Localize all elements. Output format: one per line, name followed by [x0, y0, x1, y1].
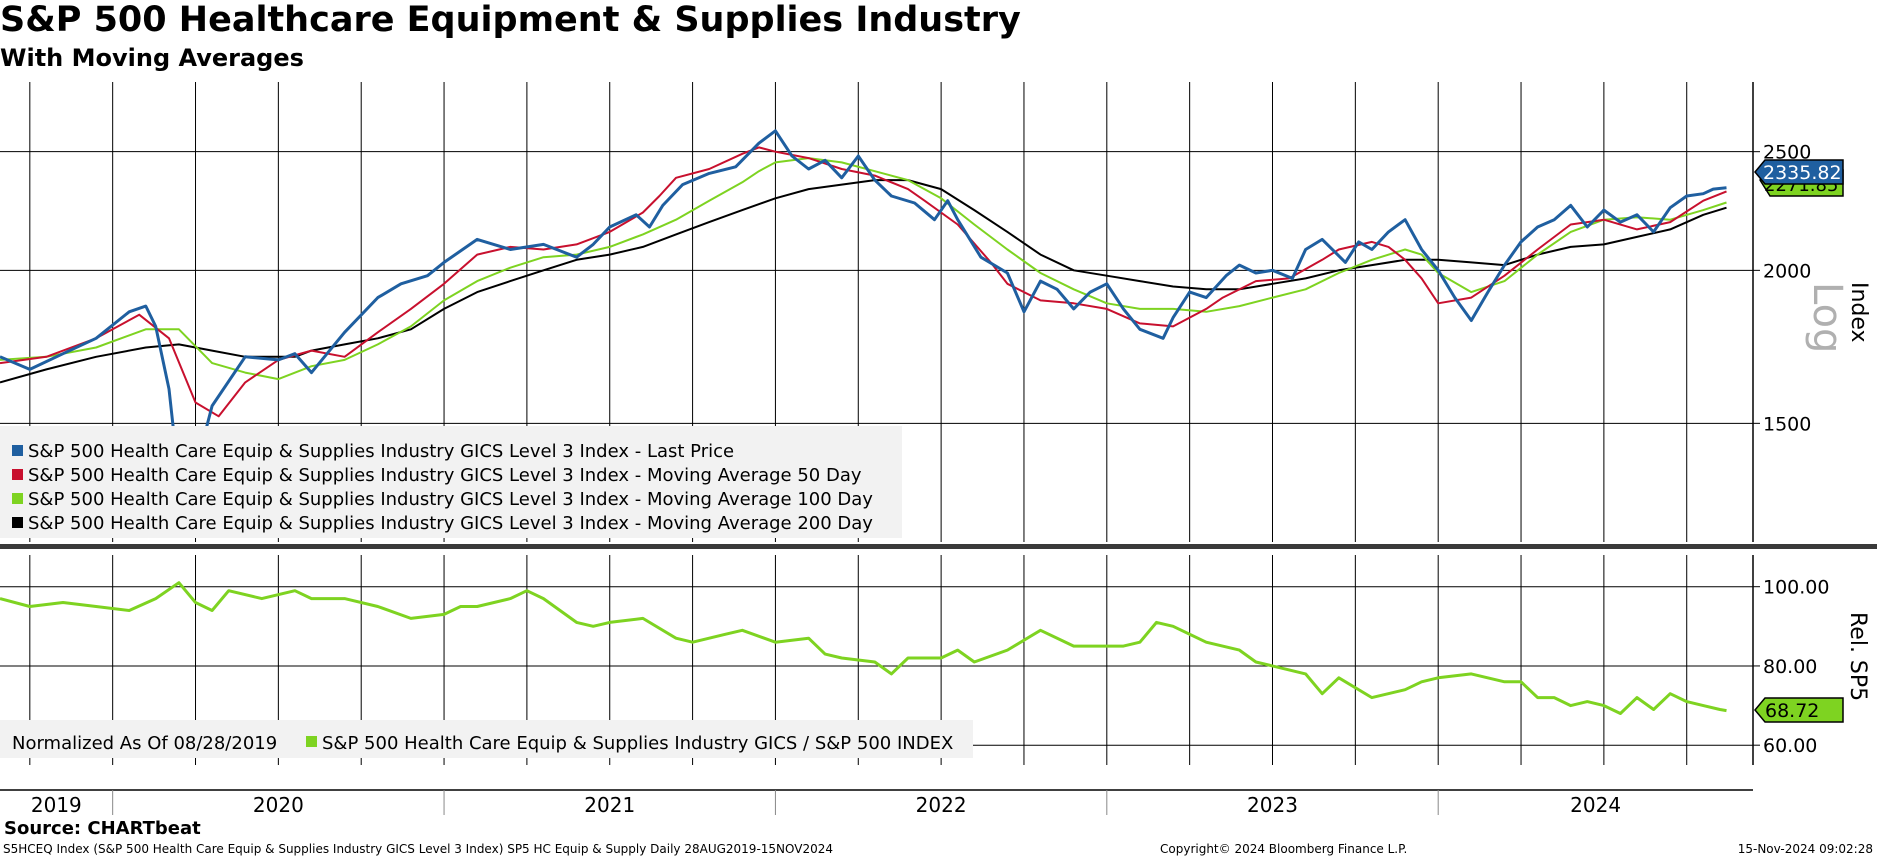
top-y-tick-label: 2000	[1763, 260, 1811, 282]
top-y-tick-label: 2500	[1763, 142, 1811, 164]
panel-separator	[0, 544, 1877, 549]
legend-label-price: S&P 500 Health Care Equip & Supplies Ind…	[28, 441, 734, 462]
legend-normalized-label: Normalized As Of 08/28/2019	[12, 733, 277, 754]
legend-swatch-price	[12, 445, 23, 456]
bottom-y-tick-label: 100.00	[1763, 577, 1829, 599]
chart-subtitle: With Moving Averages	[0, 44, 304, 72]
x-year-label: 2021	[584, 793, 635, 817]
top-panel-series	[0, 129, 1727, 510]
bottom-y-tick-label: 80.00	[1763, 656, 1817, 678]
top-legend: S&P 500 Health Care Equip & Supplies Ind…	[0, 426, 902, 538]
legend-swatch-ma200	[12, 517, 23, 528]
top-y-axis-label: Index	[1846, 282, 1871, 343]
source-label: Source: CHARTbeat	[4, 818, 201, 839]
svg-text:68.72: 68.72	[1765, 700, 1819, 722]
last-value-tag-price: 2335.82	[1754, 159, 1844, 185]
legend-swatch-relative	[306, 736, 317, 747]
chart-frame: 2019 2020 2021 2022 2023 2024	[0, 82, 1877, 817]
svg-text:2335.82: 2335.82	[1763, 162, 1842, 184]
bottom-y-axis-label: Rel. SP5	[1845, 612, 1870, 701]
bottom-legend: Normalized As Of 08/28/2019 S&P 500 Heal…	[0, 720, 973, 758]
x-year-label: 2023	[1247, 793, 1298, 817]
last-value-tag-relative: 68.72	[1754, 697, 1844, 723]
bottom-panel-series	[0, 581, 1727, 715]
series-line-relative	[0, 581, 1727, 715]
series-line-price	[0, 129, 1727, 510]
footer-ticker-info: S5HCEQ Index (S&P 500 Health Care Equip …	[3, 842, 834, 856]
log-scale-label: Log	[1804, 282, 1850, 353]
legend-label-ma50: S&P 500 Health Care Equip & Supplies Ind…	[28, 465, 862, 486]
x-year-label: 2020	[253, 793, 304, 817]
legend-swatch-ma100	[12, 493, 23, 504]
footer-copyright: Copyright© 2024 Bloomberg Finance L.P.	[1160, 842, 1408, 856]
series-line-ma200	[0, 179, 1727, 384]
legend-label-ma100: S&P 500 Health Care Equip & Supplies Ind…	[28, 489, 873, 510]
legend-swatch-ma50	[12, 469, 23, 480]
bottom-y-tick-label: 60.00	[1763, 735, 1817, 757]
legend-label-ma200: S&P 500 Health Care Equip & Supplies Ind…	[28, 513, 873, 534]
footer-timestamp: 15-Nov-2024 09:02:28	[1737, 842, 1873, 856]
series-line-ma50	[0, 146, 1727, 418]
x-year-label: 2019	[31, 793, 82, 817]
x-year-label: 2024	[1570, 793, 1621, 817]
x-year-label: 2022	[916, 793, 967, 817]
chart-title: S&P 500 Healthcare Equipment & Supplies …	[0, 0, 1021, 40]
series-line-ma100	[0, 157, 1727, 381]
top-y-tick-label: 1500	[1763, 413, 1811, 435]
legend-label-relative: S&P 500 Health Care Equip & Supplies Ind…	[322, 733, 953, 754]
